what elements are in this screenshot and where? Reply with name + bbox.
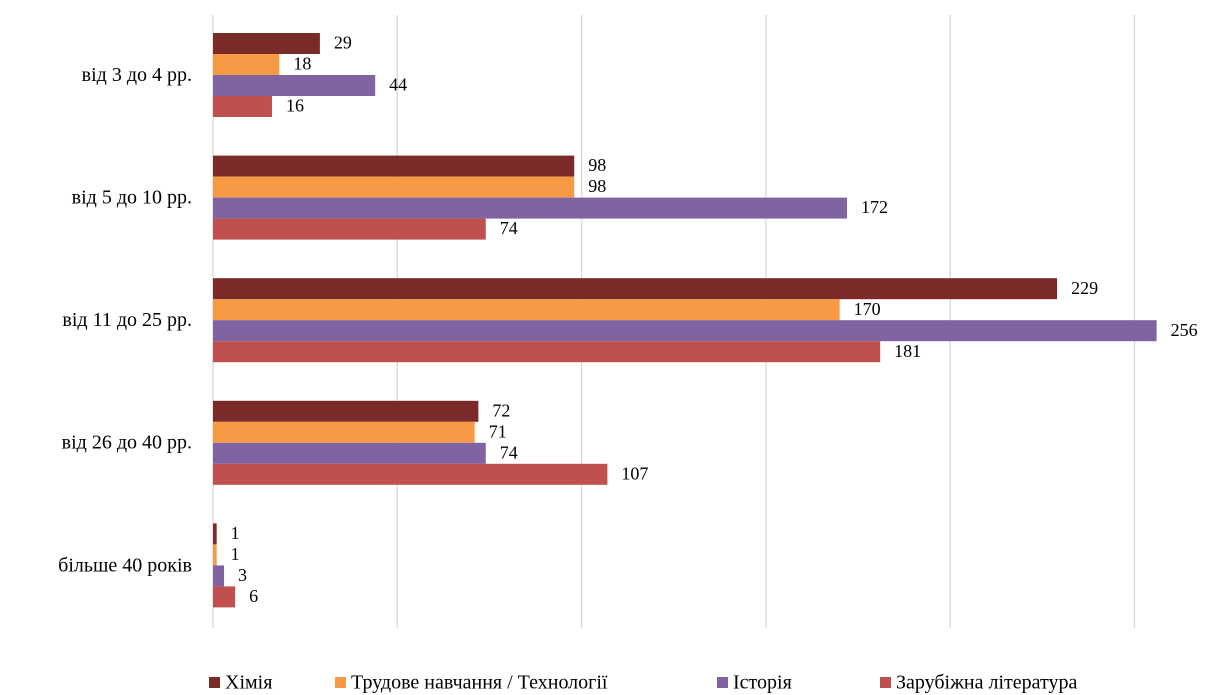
bar	[213, 155, 575, 177]
y-tick-label: від 3 до 4 рр.	[82, 64, 192, 86]
legend-label: Історія	[733, 672, 792, 694]
data-label: 72	[492, 400, 510, 420]
bar	[213, 75, 376, 96]
bar	[213, 197, 847, 219]
bar	[213, 442, 486, 464]
bar	[213, 218, 486, 240]
bar	[213, 341, 881, 363]
legend-swatch	[335, 677, 346, 688]
data-label: 3	[238, 565, 247, 585]
bar	[213, 96, 272, 117]
bar	[213, 463, 608, 485]
data-label: 98	[588, 155, 606, 175]
y-tick-label: більше 40 років	[58, 554, 192, 576]
legend-label: Зарубіжна література	[896, 672, 1077, 694]
data-label: 229	[1071, 278, 1098, 298]
data-label: 18	[293, 54, 311, 74]
bar	[213, 320, 1157, 342]
data-label: 74	[500, 218, 518, 238]
data-label: 71	[489, 421, 507, 441]
bar	[213, 278, 1058, 300]
bar	[213, 33, 320, 54]
bar	[213, 176, 575, 198]
bar	[213, 421, 475, 443]
data-label: 98	[588, 176, 606, 196]
data-label: 256	[1171, 320, 1198, 340]
bar	[213, 586, 236, 608]
bar	[213, 299, 840, 321]
legend-swatch	[880, 677, 891, 688]
y-tick-label: від 11 до 25 рр.	[62, 309, 192, 331]
data-label: 1	[231, 544, 240, 564]
data-label: 16	[286, 96, 304, 116]
bar	[213, 523, 217, 545]
y-tick-label: від 5 до 10 рр.	[72, 186, 192, 208]
data-label: 44	[389, 75, 407, 95]
data-label: 74	[500, 442, 518, 462]
legend-swatch	[209, 677, 220, 688]
data-label: 6	[249, 586, 258, 606]
data-label: 172	[861, 197, 888, 217]
legend-label: Хімія	[225, 672, 272, 694]
bar	[213, 544, 217, 566]
y-tick-label: від 26 до 40 рр.	[62, 432, 192, 454]
legend-swatch	[717, 677, 728, 688]
data-label: 170	[854, 299, 881, 319]
legend-label: Трудове навчання / Технології	[351, 672, 608, 694]
bar	[213, 400, 479, 422]
data-label: 181	[894, 341, 921, 361]
data-label: 1	[231, 523, 240, 543]
bar	[213, 565, 225, 587]
data-label: 29	[334, 33, 352, 53]
bar	[213, 54, 280, 75]
data-label: 107	[621, 463, 648, 483]
